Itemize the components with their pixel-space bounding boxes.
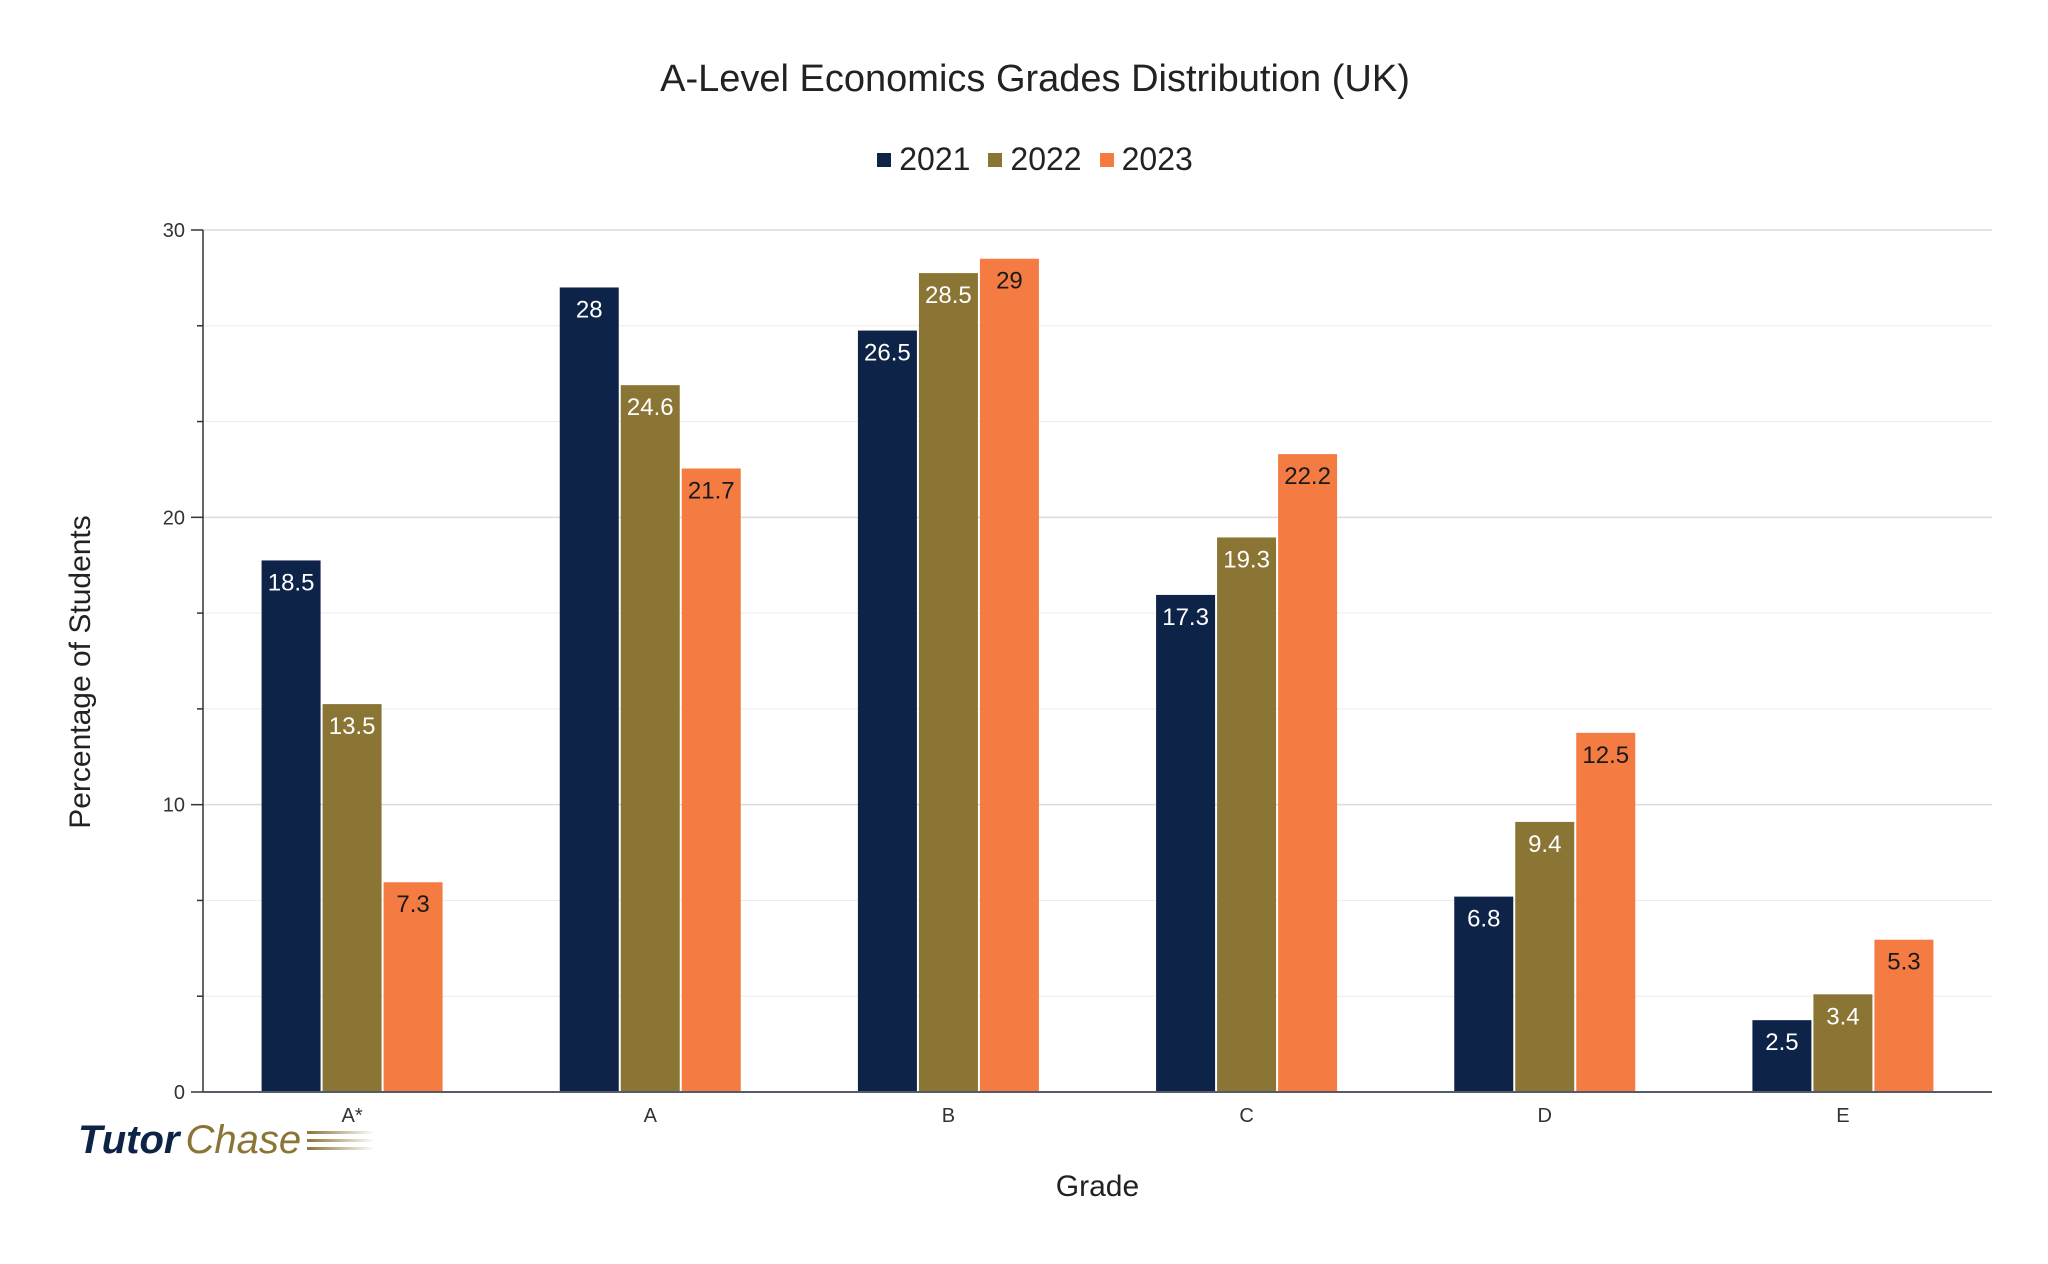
data-label: 3.4 <box>1826 1003 1859 1030</box>
chart-title: A-Level Economics Grades Distribution (U… <box>660 58 1410 100</box>
bar-2022-A* <box>322 704 382 1092</box>
y-tick-label: 10 <box>163 795 185 817</box>
data-label: 6.8 <box>1467 906 1500 933</box>
tutorchase-logo: Tutor Chase <box>78 1118 376 1163</box>
legend-swatch <box>877 152 892 167</box>
x-tick-label: C <box>1239 1105 1253 1127</box>
bar-2021-A* <box>261 560 321 1092</box>
data-label: 13.5 <box>329 713 376 740</box>
data-label: 5.3 <box>1887 949 1920 976</box>
legend-label: 2021 <box>899 141 971 177</box>
data-label: 2.5 <box>1765 1029 1798 1056</box>
data-label: 18.5 <box>268 569 315 596</box>
x-tick-label: A* <box>342 1105 363 1127</box>
bar-2022-B <box>918 273 978 1093</box>
data-label: 17.3 <box>1162 604 1209 631</box>
bar-2021-B <box>857 330 917 1093</box>
legend-item[interactable]: 2022 <box>988 141 1082 178</box>
legend-swatch <box>988 152 1003 167</box>
x-tick-label: D <box>1538 1105 1552 1127</box>
logo-speed-lines-icon <box>307 1130 376 1151</box>
data-label: 26.5 <box>864 340 911 367</box>
x-tick-label: A <box>644 1105 658 1127</box>
data-label: 24.6 <box>627 394 674 421</box>
data-label: 28.5 <box>925 282 972 309</box>
legend-item[interactable]: 2023 <box>1099 141 1193 178</box>
bar-2022-D <box>1515 821 1575 1092</box>
data-label: 19.3 <box>1223 546 1270 573</box>
legend: 2021 2022 2023 <box>0 141 2048 178</box>
bar-2021-E <box>1752 1020 1812 1092</box>
bar-2021-A <box>559 287 619 1092</box>
bar-2022-C <box>1217 537 1277 1092</box>
data-label: 29 <box>996 268 1023 295</box>
data-label: 28 <box>576 296 603 323</box>
legend-swatch <box>1099 152 1114 167</box>
x-axis-label: Grade <box>1055 1170 1140 1203</box>
bar-2023-C <box>1278 454 1338 1092</box>
legend-item[interactable]: 2021 <box>877 141 970 178</box>
bar-2022-A <box>620 385 680 1092</box>
bar-2023-A* <box>383 882 443 1092</box>
logo-text-chase: Chase <box>185 1118 302 1162</box>
bar-2023-E <box>1874 939 1934 1092</box>
y-tick-label: 0 <box>174 1082 185 1104</box>
bar-2021-D <box>1454 896 1514 1092</box>
x-tick-label: B <box>942 1105 955 1127</box>
bar-2023-B <box>979 258 1039 1092</box>
bar-2022-E <box>1813 994 1873 1092</box>
data-label: 22.2 <box>1284 463 1331 490</box>
legend-label: 2022 <box>1010 141 1082 177</box>
x-tick-label: E <box>1836 1105 1849 1127</box>
legend-label: 2023 <box>1121 141 1193 177</box>
y-tick-label: 30 <box>163 220 185 242</box>
logo-text-tutor: Tutor <box>78 1118 180 1162</box>
data-label: 21.7 <box>688 477 735 504</box>
data-label: 9.4 <box>1528 831 1561 858</box>
data-label: 12.5 <box>1582 742 1629 769</box>
data-label: 7.3 <box>396 891 429 918</box>
bar-2023-D <box>1576 732 1636 1092</box>
bar-2021-C <box>1156 594 1216 1092</box>
y-tick-label: 20 <box>163 507 185 529</box>
bar-2023-A <box>681 468 741 1092</box>
